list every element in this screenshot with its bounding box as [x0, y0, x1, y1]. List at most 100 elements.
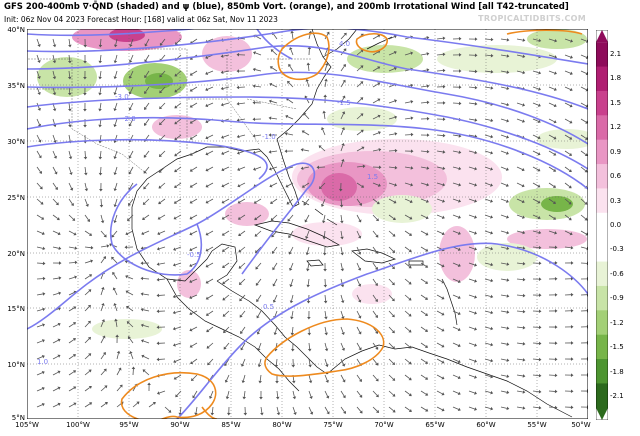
wind-arrow-head [143, 186, 147, 190]
wind-arrow-shaft [532, 246, 540, 249]
wind-arrow-head [375, 362, 379, 366]
wind-arrow-shaft [291, 326, 294, 334]
wind-arrow-head [83, 92, 87, 96]
wind-arrow-head [426, 84, 430, 88]
wind-arrow-shaft [191, 214, 198, 219]
wind-arrow-shaft [84, 275, 91, 280]
wind-arrow-shaft [36, 38, 40, 45]
wind-arrow-head [506, 230, 510, 235]
wind-arrow-shaft [143, 293, 150, 296]
wind-arrow-head [505, 183, 509, 187]
wind-arrow-shaft [308, 374, 311, 381]
wind-arrow-shaft [500, 118, 507, 122]
wind-arrow-shaft [372, 406, 378, 412]
wind-arrow-shaft [160, 134, 166, 140]
wind-arrow-shaft [404, 310, 410, 316]
wind-arrow-shaft [148, 403, 155, 408]
wind-arrow-shaft [420, 294, 427, 299]
wind-arrow-head [221, 151, 225, 155]
wind-arrow-head [568, 217, 572, 221]
wind-arrow-head [42, 246, 46, 251]
colorbar-segment [596, 237, 608, 263]
wind-arrow-shaft [291, 33, 294, 40]
wind-arrow-shaft [436, 326, 443, 331]
wind-arrow-head [474, 231, 478, 235]
wind-arrow-shaft [36, 388, 43, 392]
wind-arrow-shaft [68, 276, 75, 280]
wind-arrow-head [156, 309, 160, 314]
wind-arrow-shaft [273, 262, 278, 269]
wind-arrow-head [205, 232, 209, 236]
wind-arrow-head [490, 199, 493, 203]
wind-arrow-head [458, 85, 462, 89]
wind-arrow-head [54, 186, 58, 191]
wind-arrow-shaft [404, 326, 410, 332]
lat-label-5n: 5°N [11, 414, 25, 422]
wind-arrow-shaft [68, 198, 73, 205]
wind-arrow-head [392, 409, 396, 413]
wind-arrow-head [189, 56, 193, 60]
wind-arrow-head [442, 133, 446, 138]
wind-arrow-head [505, 199, 509, 203]
wind-arrow-shaft [532, 150, 539, 155]
wind-arrow-head [554, 309, 558, 313]
wind-arrow-head [288, 251, 292, 255]
wind-arrow-head [84, 188, 89, 192]
wind-arrow-head [442, 68, 446, 73]
wind-arrow-shaft [468, 166, 475, 170]
wind-arrow-head [458, 183, 462, 187]
wind-arrow-head [129, 59, 133, 63]
wind-arrow-shaft [372, 149, 379, 152]
wind-arrow-shaft [356, 130, 362, 136]
wind-arrow-head [425, 264, 429, 268]
wind-arrow-shaft [145, 70, 150, 77]
wind-arrow-shaft [388, 116, 395, 120]
wind-arrow-head [38, 155, 42, 159]
wind-arrow-head [98, 124, 102, 128]
wind-arrow-shaft [516, 406, 523, 409]
wind-arrow-shaft [84, 306, 90, 312]
wind-arrow-shaft [225, 358, 230, 365]
wind-arrow-shaft [388, 68, 395, 72]
wind-arrow-shaft [143, 214, 150, 219]
wind-arrow-head [68, 108, 72, 112]
wind-arrow-head [252, 134, 256, 138]
wind-arrow-shaft [84, 246, 92, 249]
wind-arrow-shaft [52, 371, 59, 376]
wind-arrow-head [552, 200, 556, 204]
wind-arrow-shaft [68, 403, 75, 408]
wind-arrow-head [490, 118, 494, 123]
wind-arrow-head [441, 376, 445, 380]
colorbar-tick-label: 0.3 [610, 196, 622, 205]
wind-arrow-head [113, 124, 117, 128]
wind-arrow-head [52, 76, 57, 80]
wind-arrow-head [220, 70, 224, 75]
wind-arrow-shaft [372, 198, 379, 203]
wind-arrow-head [442, 117, 446, 122]
wind-arrow-head [173, 216, 177, 220]
wind-arrow-shaft [323, 214, 326, 221]
wind-arrow-shaft [304, 114, 310, 120]
wind-arrow-shaft [207, 150, 214, 155]
wind-arrow-shaft [68, 54, 71, 62]
wind-arrow-shaft [207, 134, 214, 138]
colorbar-segment [596, 212, 608, 238]
wind-arrow-head [52, 92, 57, 96]
wind-arrow-shaft [484, 214, 491, 218]
wind-arrow-shaft [127, 291, 134, 296]
wind-arrow-head [131, 366, 136, 370]
wind-arrow-head [113, 108, 117, 112]
wind-arrow-head [42, 276, 46, 281]
wind-arrow-shaft [292, 390, 295, 397]
wind-arrow-shaft [68, 102, 71, 110]
wind-arrow-head [140, 261, 144, 265]
wind-arrow-head [506, 246, 510, 251]
wind-arrow-shaft [238, 102, 246, 105]
wind-arrow-shaft [404, 246, 411, 251]
wind-arrow-head [342, 64, 346, 68]
wind-arrow-head [140, 276, 144, 281]
wind-arrow-shaft [84, 290, 90, 296]
wind-arrow-shaft [223, 166, 230, 170]
wind-arrow-head [191, 377, 195, 382]
wind-arrow-head [425, 199, 429, 203]
